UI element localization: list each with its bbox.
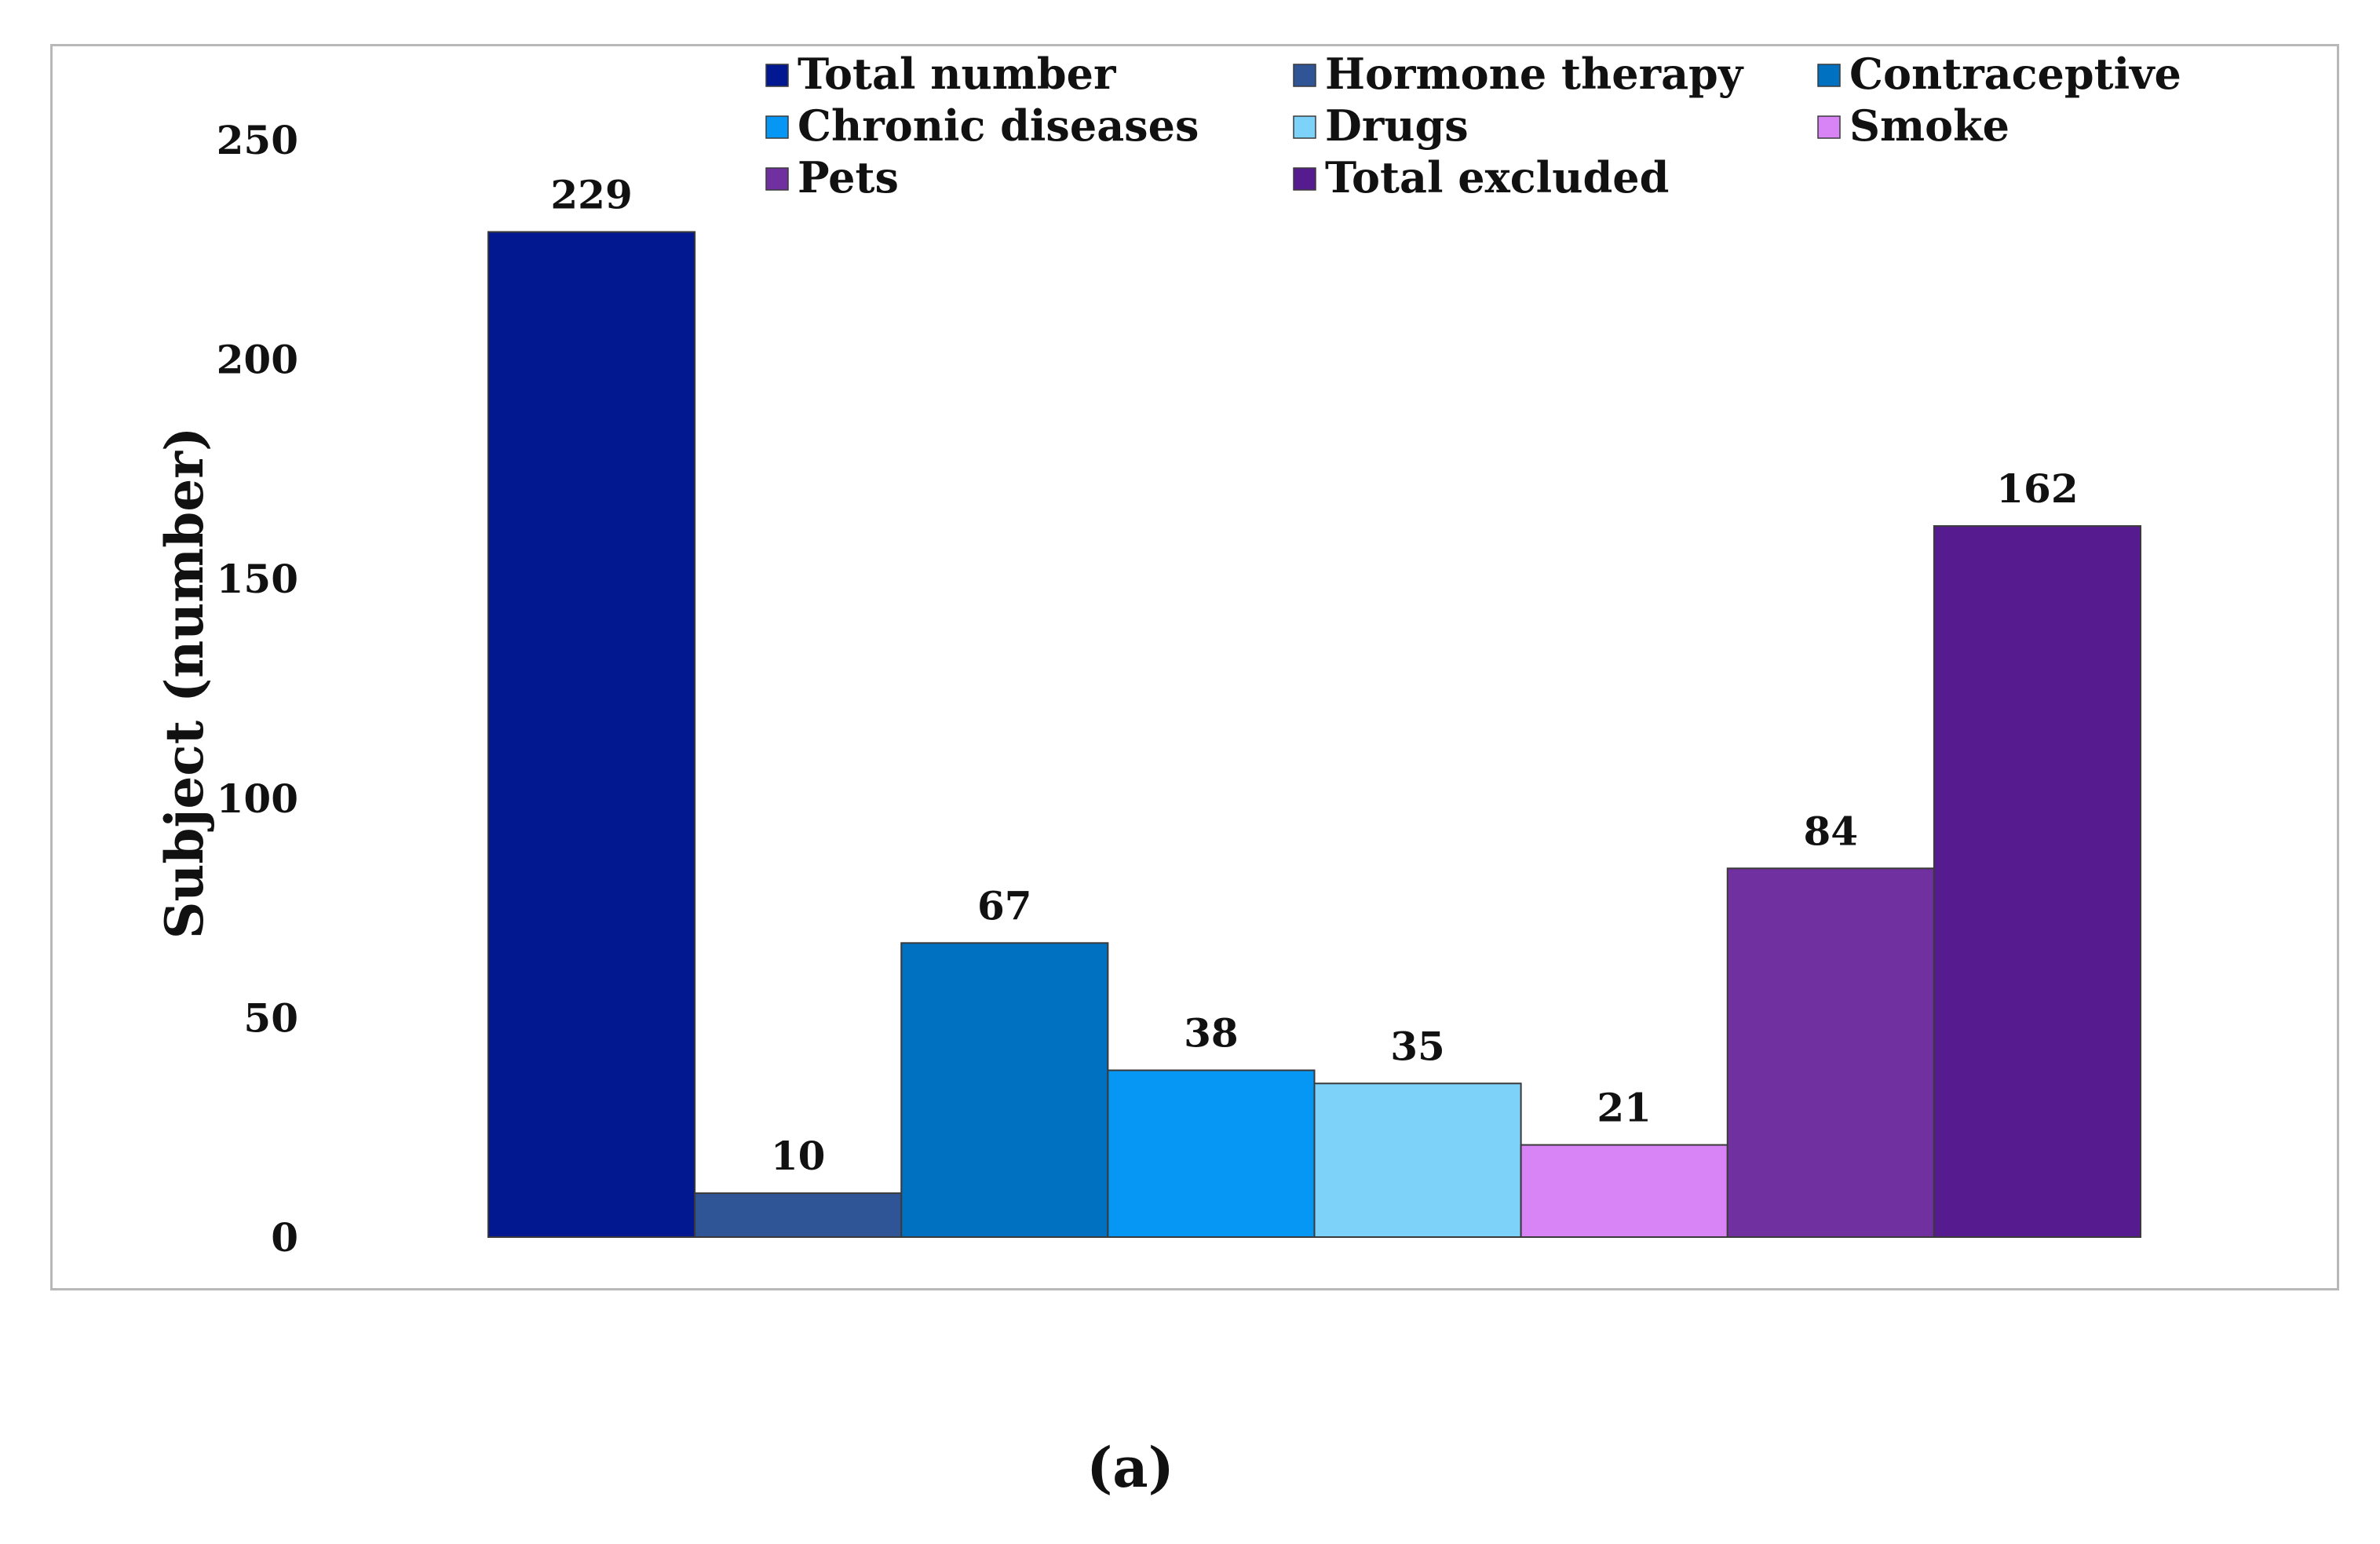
y-axis-ticks: 0 50 100 150 200 250 [217, 117, 298, 1261]
legend-swatch [1293, 167, 1316, 191]
legend-swatch [1817, 115, 1841, 139]
legend: Total number Hormone therapy Contraceptive… [765, 49, 2181, 203]
y-tick-label: 100 [217, 776, 298, 822]
data-label: 229 [550, 171, 632, 217]
bar-chronic-diseases [1107, 1069, 1316, 1239]
data-label: 38 [1184, 1010, 1239, 1057]
bar-drugs [1313, 1082, 1522, 1239]
legend-swatch [765, 167, 789, 191]
bar-pets [1726, 867, 1935, 1238]
y-tick-label: 200 [217, 337, 298, 383]
legend-label: Smoke [1849, 100, 2009, 151]
legend-label: Total number [798, 49, 1116, 99]
y-tick-label: 250 [217, 117, 298, 163]
bar-contraceptive [900, 942, 1109, 1239]
y-axis-title: Subject (number) [154, 427, 215, 940]
legend-swatch [1293, 115, 1316, 139]
bar-hormone-therapy [694, 1192, 903, 1238]
legend-label: Drugs [1325, 100, 1469, 151]
legend-swatch [1817, 64, 1841, 87]
data-label: 35 [1390, 1023, 1445, 1069]
legend-swatch [765, 115, 789, 139]
legend-label: Hormone therapy [1325, 49, 1744, 99]
legend-label: Pets [798, 152, 899, 203]
bar-smoke [1520, 1144, 1728, 1238]
y-tick-label: 0 [271, 1214, 298, 1261]
data-label: 10 [771, 1133, 826, 1179]
data-label: 84 [1804, 808, 1859, 854]
data-label: 67 [977, 882, 1032, 929]
bar-total-excluded [1933, 525, 2141, 1238]
legend-label: Contraceptive [1849, 49, 2181, 99]
legend-label: Chronic diseases [798, 100, 1199, 151]
legend-label: Total excluded [1325, 152, 1669, 203]
bars [487, 231, 2141, 1239]
figure-caption: (a) [1086, 1435, 1174, 1500]
bar-total-number [487, 231, 696, 1238]
data-label: 21 [1597, 1085, 1652, 1131]
legend-swatch [1293, 64, 1316, 87]
data-labels: 229 10 67 38 35 21 84 162 [550, 171, 2078, 1179]
data-label: 162 [1996, 465, 2078, 512]
y-tick-label: 150 [217, 556, 298, 602]
legend-swatch [765, 64, 789, 87]
y-tick-label: 50 [243, 995, 298, 1041]
